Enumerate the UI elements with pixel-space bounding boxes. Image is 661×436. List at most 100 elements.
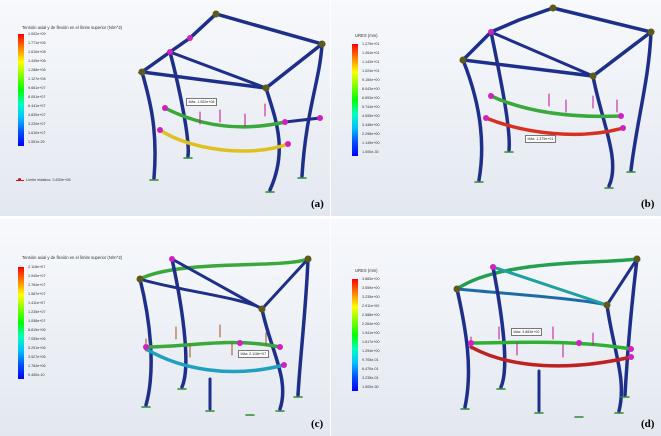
leg-front-left	[455, 287, 471, 409]
legend-tick-label: 2.298e+00	[362, 132, 380, 136]
leg-back-right	[623, 257, 639, 397]
load-arrows	[470, 326, 594, 358]
yield-limit-label: Límite elástico: 2.830e+08	[26, 178, 71, 182]
yield-arrow-icon	[16, 178, 24, 181]
legend-tick-label: 2.118e+07	[28, 265, 46, 269]
top-cross-member	[170, 257, 264, 311]
fixed-supports	[149, 157, 307, 193]
legend-ticks: 2.118e+07 1.940e+07 1.764e+07 1.587e+07 1.41…	[28, 265, 46, 377]
legend-tick-label: 1.000e-30	[362, 385, 379, 389]
legend-title: Tensión axial y de flexión en el límite …	[22, 25, 123, 30]
legend-tick-label: 1.279e+01	[362, 42, 380, 46]
legend-title: URES (mm)	[355, 33, 378, 38]
legend-tick-label: 1.264e+01	[362, 51, 380, 55]
legend-tick-label: 4.830e+07	[28, 113, 46, 117]
leg-back-left	[491, 265, 507, 389]
legend-tick-label: 3.446e+00	[362, 123, 380, 127]
yield-limit-legend: Límite elástico: 2.830e+08	[16, 178, 70, 182]
leg-back-right	[300, 42, 324, 178]
leg-front-left	[461, 58, 484, 182]
legend-title: Tensión axial y de flexión en el límite …	[22, 255, 123, 260]
legend-tick-label: 1.000e-30	[362, 150, 379, 154]
frame-model	[136, 255, 312, 416]
top-member	[188, 12, 218, 40]
top-cross-member	[491, 265, 609, 307]
legend-tick-label: 6.893e+00	[362, 96, 380, 100]
legend-tick-label: 2.911e+00	[362, 304, 380, 308]
leg-back-right	[629, 30, 653, 172]
legend-tick-label: 6.441e+07	[28, 104, 46, 108]
legend-tick-label: 8.043e+00	[362, 87, 380, 91]
top-arch-back	[455, 257, 639, 291]
legend-tick-label: 9.150e+00	[362, 78, 380, 82]
panel-label: (a)	[311, 198, 324, 210]
color-scale-bar	[352, 44, 358, 156]
mid-beam-front	[144, 347, 286, 374]
mid-beam-back	[469, 340, 633, 351]
legend-tick-label: 1.127e+08	[28, 77, 46, 81]
top-side	[138, 277, 264, 311]
legend-ticks: 1.002e+09 1.771e+08 1.610e+08 1.449e+08 1.28…	[28, 32, 46, 144]
legend-tick-label: 1.771e+08	[28, 41, 46, 45]
legend-tick-label: 0.400e-10	[28, 373, 45, 377]
panel-a-stress: Tensión axial y de flexión en el límite …	[0, 0, 330, 216]
legend-tick-label: 1.024e+01	[362, 69, 380, 73]
legend-tick-label: 1.143e+01	[362, 60, 380, 64]
leg-back-left	[170, 257, 188, 389]
leg-front-right	[264, 86, 282, 192]
top-arch-back	[138, 257, 310, 281]
fixed-supports	[141, 388, 303, 416]
legend-tick-label: 1.002e+09	[28, 32, 46, 36]
max-callout: Máx: 1.002e+08	[186, 98, 217, 106]
panel-c-stress: Tensión axial y de flexión en el límite …	[0, 219, 330, 436]
panel-label: (d)	[641, 418, 655, 430]
legend-tick-label: 8.051e+07	[28, 95, 46, 99]
frame-model	[453, 255, 641, 418]
nodes	[459, 4, 655, 131]
nodes	[138, 10, 326, 147]
leg-front-left	[138, 277, 153, 407]
frame-model	[137, 10, 326, 193]
load-arrows	[548, 93, 618, 113]
legend-ticks: 1.279e+01 1.264e+01 1.143e+01 1.024e+01 9.15…	[362, 42, 380, 154]
legend-tick-label: 1.551e-29	[28, 140, 45, 144]
fixed-supports	[460, 388, 630, 418]
legend-tick-label: 1.411e+07	[28, 301, 46, 305]
panel-d-displacement: URES (mm) 3.883e+00 3.559e+00 3.235e+00 2.9…	[331, 219, 661, 436]
top-front	[605, 257, 639, 307]
legend-tick-label: 1.610e+08	[28, 50, 46, 54]
leg-front-right	[605, 303, 624, 413]
legend-tick-label: 6.470e-01	[362, 367, 379, 371]
legend-tick-label: 7.055e+06	[28, 337, 46, 341]
mid-beam-front	[158, 128, 290, 153]
top-front	[260, 257, 310, 311]
legend-tick-label: 1.294e+00	[362, 349, 380, 353]
mid-beam-back	[144, 340, 282, 349]
legend-tick-label: 1.610e+07	[28, 131, 46, 135]
leg-back-right	[296, 257, 310, 397]
legend-tick-label: 1.235e+07	[28, 310, 46, 314]
legend-tick-label: 2.264e+00	[362, 322, 380, 326]
mid-beam-back	[489, 94, 623, 119]
nodes	[453, 255, 641, 360]
top-cross-member	[489, 30, 595, 78]
legend-tick-label: 8.819e+06	[28, 328, 46, 332]
legend-title: URES (mm)	[355, 268, 378, 273]
legend-tick-label: 2.588e+00	[362, 313, 380, 317]
legend-tick-label: 1.449e+08	[28, 59, 46, 63]
legend-tick-label: 3.883e+00	[362, 277, 380, 281]
load-arrows	[199, 103, 266, 127]
max-callout: Máx: 3.883e+00	[511, 328, 542, 336]
legend-tick-label: 1.941e+00	[362, 331, 380, 335]
panel-b-displacement: URES (mm) 1.279e+01 1.264e+01 1.143e+01 1.0…	[331, 0, 661, 216]
color-scale-bar	[18, 34, 24, 146]
legend-tick-label: 9.705e-01	[362, 358, 379, 362]
legend-tick-label: 9.661e+07	[28, 86, 46, 90]
legend-tick-label: 1.617e+00	[362, 340, 380, 344]
legend-tick-label: 1.587e+07	[28, 292, 46, 296]
legend-tick-label: 3.527e+06	[28, 355, 46, 359]
frame-model	[459, 4, 655, 189]
legend-tick-label: 3.235e+00	[362, 295, 380, 299]
panel-label: (c)	[311, 418, 324, 430]
leg-back-left	[168, 50, 191, 158]
